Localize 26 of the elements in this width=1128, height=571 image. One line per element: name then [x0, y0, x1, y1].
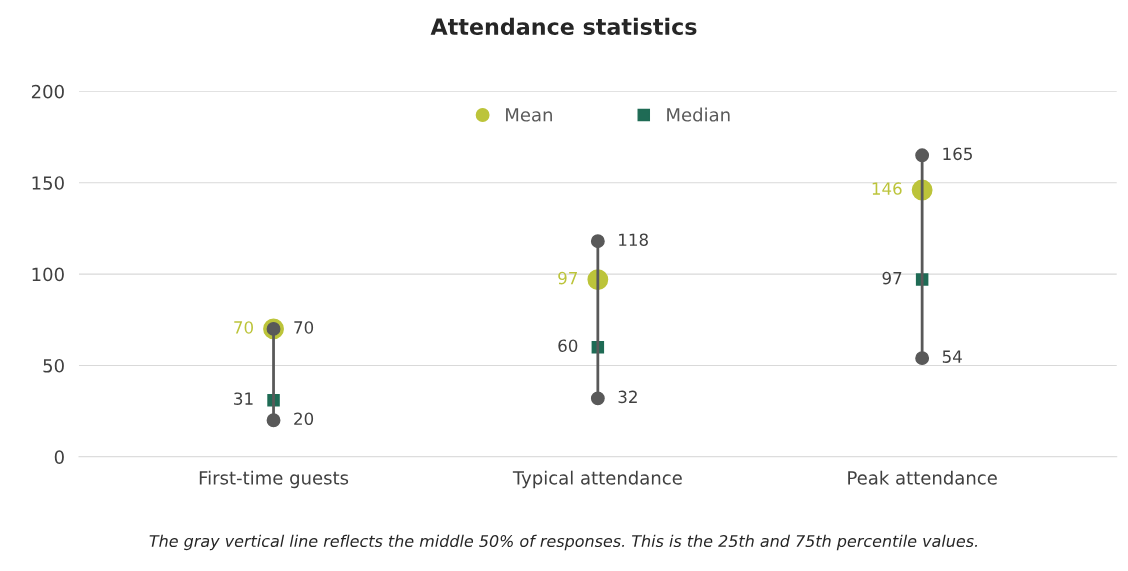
text: The gray vertical line reflects the middle 50% of responses. This is the 25th and 75th percentile values. [149, 534, 978, 551]
y-tick-label: 200 [31, 84, 64, 99]
y-tick-label: 100 [32, 267, 64, 282]
data-label: 146 [872, 182, 902, 195]
data-label: 97 [882, 271, 902, 285]
data-label: 31 [234, 392, 253, 405]
x-tick-label: Typical attendance [512, 470, 682, 489]
point [266, 413, 281, 428]
y-tick-label: 0 [54, 450, 64, 464]
chart-title: Attendance statistics [430, 17, 697, 35]
y-tick-label: 50 [43, 358, 64, 373]
legend-label: Mean [506, 108, 552, 122]
data-label: 20 [294, 412, 314, 426]
data-label: 54 [942, 350, 962, 363]
legend-label: Median [667, 107, 730, 122]
data-label: 70 [294, 321, 314, 334]
x-tick-label: Peak attendance [848, 470, 997, 485]
data-label: 97 [558, 271, 577, 285]
point [590, 234, 605, 249]
y-tick-label: 150 [32, 176, 64, 190]
data-label: 118 [619, 233, 648, 247]
x-tick-label: First-time guests [199, 470, 349, 489]
data-label: 70 [234, 321, 253, 334]
data-label: 165 [943, 147, 972, 161]
data-label: 32 [618, 390, 637, 404]
data-label: 60 [558, 339, 578, 352]
